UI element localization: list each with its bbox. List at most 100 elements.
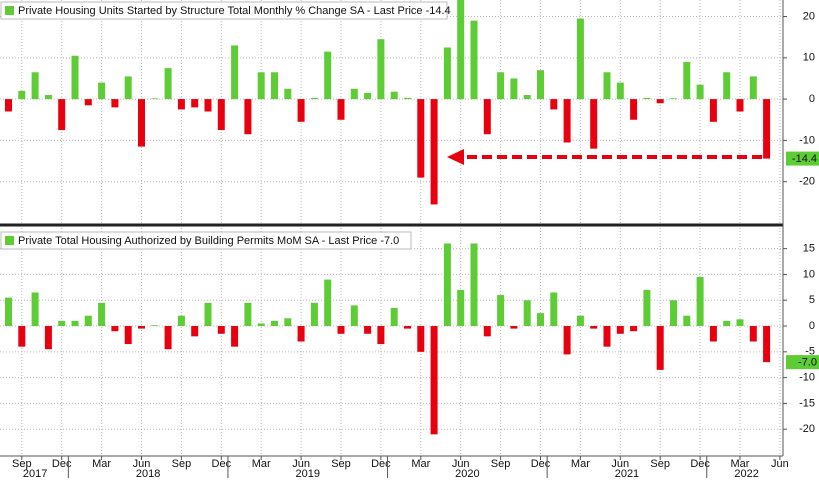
bar xyxy=(44,326,52,350)
legend-box xyxy=(0,1,448,20)
y-tick-label: 0 xyxy=(809,93,815,105)
bar xyxy=(630,326,638,332)
last-price-label: -14.4 xyxy=(792,153,817,165)
bar xyxy=(630,99,638,120)
bar xyxy=(590,99,598,149)
bar xyxy=(5,297,12,327)
bar xyxy=(98,302,106,327)
bar xyxy=(18,326,26,347)
bar xyxy=(537,313,544,327)
legend-label: Private Total Housing Authorized by Buil… xyxy=(18,235,399,247)
x-tick-label: Mar xyxy=(252,458,271,470)
y-tick-label: -10 xyxy=(799,372,815,384)
bar xyxy=(563,326,571,355)
legend-label: Private Housing Units Started by Structu… xyxy=(18,5,451,17)
bar xyxy=(138,99,145,147)
bar xyxy=(683,315,691,327)
bar xyxy=(550,99,558,110)
bar xyxy=(364,326,372,334)
bar xyxy=(443,243,451,327)
bar xyxy=(696,277,704,327)
x-tick-label: Sep xyxy=(172,458,192,470)
bar xyxy=(310,97,318,100)
bar xyxy=(324,51,332,100)
bar xyxy=(576,18,584,100)
bar xyxy=(244,302,252,327)
legend-top: Private Housing Units Started by Structu… xyxy=(0,1,451,20)
bar xyxy=(5,99,12,112)
bar xyxy=(297,326,305,342)
bar xyxy=(191,326,199,337)
y-tick-label: -20 xyxy=(799,423,815,435)
bar xyxy=(257,72,265,100)
bar xyxy=(670,98,677,100)
bar xyxy=(297,99,305,122)
bar xyxy=(404,97,411,100)
y-tick-label: 10 xyxy=(803,52,815,64)
bar xyxy=(497,72,505,100)
bar xyxy=(430,326,438,435)
bar xyxy=(151,325,159,327)
bar xyxy=(763,326,771,363)
bar xyxy=(204,99,212,112)
legend-box xyxy=(0,231,412,250)
arrow-head xyxy=(447,149,464,165)
x-tick-label: Mar xyxy=(92,458,111,470)
y-tick-label: 20 xyxy=(803,10,815,22)
bar xyxy=(58,320,66,327)
year-label: 2019 xyxy=(296,468,320,478)
bar xyxy=(284,88,292,100)
x-tick-label: Sep xyxy=(12,458,32,470)
legend-bottom: Private Total Housing Authorized by Buil… xyxy=(0,231,412,250)
bar xyxy=(603,72,611,100)
bar xyxy=(58,99,66,131)
bar xyxy=(497,295,505,327)
bar xyxy=(71,55,79,100)
bar xyxy=(124,76,132,100)
x-tick-label: Jun xyxy=(133,458,151,470)
bar xyxy=(390,91,398,100)
bar xyxy=(151,98,159,100)
bar xyxy=(350,305,358,327)
bar xyxy=(430,99,438,205)
bar xyxy=(736,99,744,112)
bar xyxy=(563,99,571,143)
bar xyxy=(576,315,584,327)
x-tick-label: Jun xyxy=(292,458,310,470)
bar xyxy=(191,99,199,108)
year-label: 2018 xyxy=(136,468,160,478)
bar xyxy=(763,99,771,159)
bar xyxy=(337,326,345,334)
bar xyxy=(310,302,318,327)
bar xyxy=(417,326,425,352)
bar xyxy=(470,20,478,100)
bar xyxy=(709,326,717,342)
bar xyxy=(284,318,292,327)
bar xyxy=(749,76,757,100)
x-tick-label: Sep xyxy=(491,458,511,470)
x-tick-label: Sep xyxy=(331,458,351,470)
bar xyxy=(643,289,651,327)
last-price-label: -7.0 xyxy=(798,357,817,369)
legend-swatch xyxy=(5,236,14,245)
x-tick-label: Jun xyxy=(611,458,629,470)
bar xyxy=(84,315,92,327)
bar xyxy=(550,292,558,327)
x-tick-label: Dec xyxy=(52,458,72,470)
bar xyxy=(749,326,757,342)
bar xyxy=(483,99,491,135)
bar xyxy=(84,99,92,106)
bar xyxy=(364,92,372,100)
x-tick-label: Dec xyxy=(531,458,551,470)
bar xyxy=(324,279,332,327)
bar xyxy=(736,319,744,327)
y-tick-label: 10 xyxy=(803,268,815,280)
x-tick-label: Jun xyxy=(771,458,789,470)
y-tick-label: -10 xyxy=(799,134,815,146)
bar xyxy=(537,70,544,100)
bar xyxy=(111,99,119,108)
bar xyxy=(177,99,185,110)
bar xyxy=(417,99,425,178)
